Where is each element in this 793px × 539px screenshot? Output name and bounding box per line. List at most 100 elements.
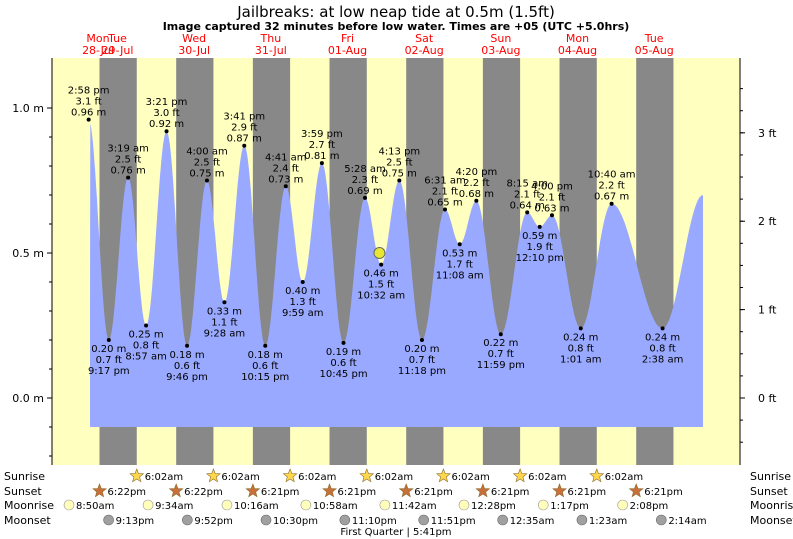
left-tick-label: 0.0 m <box>12 392 44 405</box>
moonrise-time: 2:08pm <box>630 501 669 512</box>
tide-time-label: 6:31 am <box>424 176 466 187</box>
tide-point <box>144 323 149 328</box>
tide-ft-label: 1.1 ft <box>211 317 237 328</box>
tide-m-label: 0.40 m <box>285 286 320 297</box>
tide-m-label: 0.69 m <box>347 186 382 197</box>
tide-m-label: 0.59 m <box>522 231 557 242</box>
day-date: 29-Jul <box>102 44 134 57</box>
row-label-right: Moonrise <box>750 499 793 512</box>
sunset-icon <box>475 483 491 498</box>
sunset-icon <box>398 483 414 498</box>
tide-m-label: 0.25 m <box>128 330 163 341</box>
sunrise-icon <box>512 468 528 483</box>
tide-point <box>164 129 169 134</box>
sunrise-time: 6:02am <box>528 472 566 483</box>
moonset-icon <box>418 514 430 526</box>
tide-m-label: 0.75 m <box>382 169 417 180</box>
tide-m-label: 0.33 m <box>207 306 242 317</box>
sunset-time: 6:22pm <box>108 487 147 498</box>
tide-time-label: 9:17 pm <box>88 366 130 377</box>
sunset-icon <box>628 483 644 498</box>
tide-point <box>419 338 424 342</box>
tide-m-label: 0.63 m <box>534 203 569 214</box>
moonset-icon <box>339 514 351 526</box>
tide-time-label: 3:21 pm <box>146 97 188 108</box>
moonrise-icon <box>221 499 233 511</box>
day-date: 30-Jul <box>178 44 210 57</box>
tide-time-label: 11:59 pm <box>477 360 525 371</box>
row-label-right: Moonset <box>750 514 793 527</box>
sunset-icon <box>168 483 184 498</box>
tide-m-label: 0.87 m <box>227 134 262 145</box>
tide-m-label: 0.18 m <box>169 350 204 361</box>
tide-point <box>242 143 247 148</box>
tide-ft-label: 2.7 ft <box>309 140 335 151</box>
day-date: 01-Aug <box>328 44 367 57</box>
tide-point <box>222 300 227 305</box>
sunrise-icon <box>435 468 451 483</box>
moonrise-time: 8:50am <box>76 501 114 512</box>
sunset-time: 6:21pm <box>414 487 453 498</box>
tide-ft-label: 2.1 ft <box>539 192 565 203</box>
tide-m-label: 0.96 m <box>71 108 106 119</box>
tide-time-label: 10:15 pm <box>241 372 289 383</box>
tide-ft-label: 3.1 ft <box>75 97 101 108</box>
tide-point <box>549 213 554 218</box>
tide-time-label: 2:58 pm <box>68 86 110 97</box>
tide-ft-label: 0.6 ft <box>174 361 200 372</box>
tide-point <box>498 332 503 337</box>
sunrise-time: 6:02am <box>605 472 643 483</box>
tide-m-label: 0.19 m <box>326 347 361 358</box>
tide-ft-label: 2.5 ft <box>115 155 141 166</box>
chart-subtitle: Image captured 32 minutes before low wat… <box>163 20 630 33</box>
tide-point <box>86 117 91 122</box>
tide-ft-label: 2.2 ft <box>463 178 489 189</box>
tide-point <box>660 326 665 331</box>
sunset-time: 6:21pm <box>644 487 683 498</box>
sunset-time: 6:21pm <box>261 487 300 498</box>
sunset-icon <box>552 483 568 498</box>
day-name: Mon <box>86 32 109 45</box>
tide-ft-label: 0.6 ft <box>330 358 356 369</box>
tide-time-label: 2:38 am <box>642 354 684 365</box>
tide-time-label: 1:01 am <box>560 354 602 365</box>
sunrise-time: 6:02am <box>375 472 413 483</box>
sunrise-icon <box>129 468 145 483</box>
tide-point <box>283 184 288 189</box>
day-name: Sun <box>490 32 511 45</box>
tide-point <box>106 338 111 342</box>
sunrise-icon <box>282 468 298 483</box>
tide-time-label: 3:59 pm <box>301 129 343 140</box>
tide-ft-label: 2.4 ft <box>273 163 299 174</box>
tide-ft-label: 1.3 ft <box>290 297 316 308</box>
moonset-time: 9:52pm <box>194 516 233 527</box>
moonset-time: 11:10pm <box>352 516 397 527</box>
day-name: Tue <box>644 32 664 45</box>
moonset-icon <box>576 514 588 526</box>
tide-point <box>319 161 324 166</box>
right-tick-label: 2 ft <box>758 215 777 228</box>
day-date: 03-Aug <box>481 44 520 57</box>
tide-time-label: 8:15 am <box>506 178 548 189</box>
row-label-left: Sunset <box>4 485 42 498</box>
tide-time-label: 4:13 pm <box>378 147 420 158</box>
tide-time-label: 3:41 pm <box>223 112 265 123</box>
tide-ft-label: 1.9 ft <box>527 242 553 253</box>
day-name: Mon <box>566 32 589 45</box>
tide-ft-label: 2.3 ft <box>352 175 378 186</box>
moonset-icon <box>260 514 272 526</box>
tide-m-label: 0.65 m <box>427 198 462 209</box>
water-area <box>90 123 703 428</box>
moonrise-icon <box>300 499 312 511</box>
moonset-time: 2:14am <box>668 516 706 527</box>
day-name: Sat <box>415 32 434 45</box>
tide-ft-label: 2.1 ft <box>514 189 540 200</box>
day-name: Fri <box>341 32 354 45</box>
tide-ft-label: 0.6 ft <box>252 361 278 372</box>
tide-point <box>474 198 479 203</box>
tide-m-label: 0.22 m <box>483 338 518 349</box>
tide-ft-label: 0.7 ft <box>96 355 122 366</box>
tide-m-label: 0.68 m <box>459 189 494 200</box>
sunset-time: 6:21pm <box>491 487 530 498</box>
tide-ft-label: 0.8 ft <box>133 341 159 352</box>
